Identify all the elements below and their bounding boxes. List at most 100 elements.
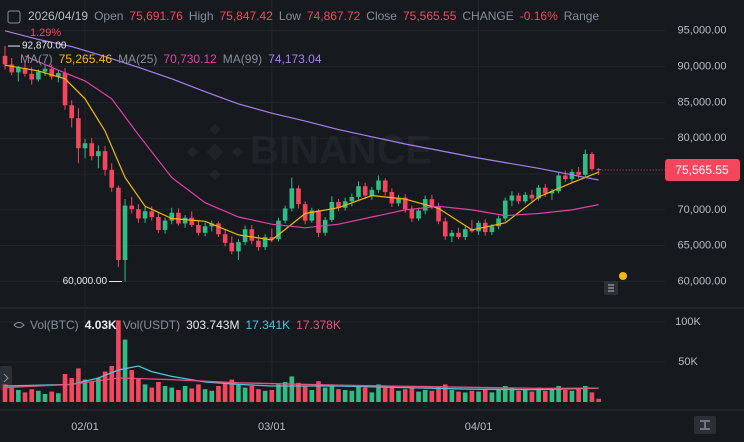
candle-body (229, 242, 235, 252)
candle-body (189, 217, 195, 225)
volume-bar (542, 390, 548, 402)
candle-body (156, 217, 161, 230)
notice-dot (619, 272, 627, 280)
volume-bar (282, 382, 288, 402)
candle-body (296, 188, 301, 205)
volume-bar (89, 382, 95, 402)
volume-bar (556, 386, 561, 402)
volume-bar (69, 378, 75, 402)
volume-bar (429, 390, 435, 402)
candle-body (496, 218, 501, 227)
candle-body (269, 237, 275, 240)
ohlc-name: Low (278, 9, 301, 23)
ma-line (4, 30, 599, 181)
volume-bar (229, 379, 235, 402)
volume-bar (122, 339, 128, 402)
volume-bar (502, 386, 508, 402)
legend-value: 303.743M (186, 318, 240, 332)
ohlc-name: CHANGE (462, 9, 514, 23)
volume-bar (456, 391, 461, 402)
candle-body (56, 73, 61, 77)
y-tick-label: 50K (678, 356, 698, 368)
volume-bar (549, 389, 555, 402)
candle-body (249, 229, 255, 241)
y-tick-label: 100K (675, 316, 701, 328)
volume-ma-line (4, 365, 599, 391)
candle-body (49, 68, 54, 77)
volume-bar (256, 389, 261, 402)
candle-body (576, 171, 581, 175)
volume-bar (389, 386, 395, 402)
candle-body (122, 205, 128, 261)
volume-bar (16, 390, 21, 402)
volume-bar (462, 392, 468, 402)
volume-bar (576, 388, 581, 402)
ohlc-value: 75,565.55 (402, 9, 457, 23)
candle-body (549, 191, 555, 194)
y-tick-label: 70,000.00 (678, 204, 727, 216)
volume-bar (416, 391, 421, 402)
candle-body (462, 229, 468, 238)
legend-name: MA(7) (20, 52, 53, 66)
ma-line (24, 55, 599, 229)
candle-body (16, 68, 21, 73)
ohlc-value: 74,867.72 (306, 9, 361, 23)
candle-body (116, 187, 121, 261)
settings-icon[interactable] (7, 10, 21, 24)
volume-bar (349, 390, 355, 402)
volume-bar (222, 382, 228, 402)
collapse-tab[interactable] (0, 366, 12, 390)
candle-body (2, 55, 8, 65)
ohlc-value: 75,847.42 (219, 9, 273, 23)
watermark-text: BINANCE (250, 129, 432, 173)
volume-bar (342, 390, 348, 402)
volume-bar (169, 387, 175, 402)
candle-body (29, 73, 34, 80)
volume-bar (442, 384, 448, 402)
low-marker-label: 60,000.00 (63, 276, 108, 287)
candle-body (309, 210, 315, 221)
volume-bar (362, 387, 368, 402)
y-tick-label: 95,000.00 (678, 25, 727, 37)
volume-bar (42, 394, 48, 402)
candle-body (142, 211, 148, 219)
volume-bar (496, 389, 501, 402)
volume-bar (249, 386, 255, 402)
candle-body (102, 151, 108, 170)
volume-bar (242, 387, 248, 402)
legend-name: MA(99) (222, 52, 263, 66)
candle-body (322, 219, 328, 233)
candle-body (416, 210, 421, 219)
volume-bar (209, 390, 215, 402)
volume-bar (136, 378, 141, 402)
candle-body (536, 187, 541, 199)
volume-bar (22, 392, 28, 402)
candle-body (129, 205, 135, 210)
volume-bar (189, 388, 195, 402)
candle-body (569, 171, 575, 180)
candle-body (489, 226, 495, 233)
candle-body (169, 212, 175, 221)
volume-bar (262, 390, 268, 402)
visibility-icon[interactable] (13, 322, 25, 328)
volume-bar (396, 390, 401, 402)
x-tick-label: 03/01 (258, 421, 286, 433)
volume-bar (82, 379, 88, 402)
volume-bar (482, 390, 488, 402)
volume-bar (149, 387, 155, 402)
candle-body (556, 175, 561, 192)
volume-bar (49, 391, 54, 402)
legend-value: 70,730.12 (163, 52, 217, 66)
candle-body (76, 118, 81, 149)
candle-body (162, 220, 168, 230)
candle-body (456, 232, 461, 238)
candle-body (22, 68, 28, 74)
volume-bar (116, 320, 121, 402)
candle-body (69, 105, 75, 119)
collapse-arrow (3, 373, 9, 383)
candle-body (316, 210, 321, 233)
candle-body (589, 154, 595, 170)
candle-body (222, 234, 228, 243)
volume-bar (489, 392, 495, 402)
